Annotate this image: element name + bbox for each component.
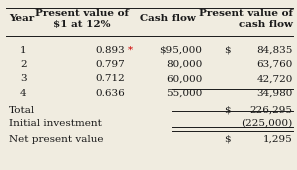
Text: 4: 4 <box>20 89 27 98</box>
Text: 3: 3 <box>20 74 27 83</box>
Text: 0.636: 0.636 <box>95 89 125 98</box>
Text: 34,980: 34,980 <box>256 89 293 98</box>
Text: 1: 1 <box>20 46 27 55</box>
Text: 42,720: 42,720 <box>256 74 293 83</box>
Text: 0.797: 0.797 <box>95 60 125 69</box>
Text: Present value of
$1 at 12%: Present value of $1 at 12% <box>35 9 129 29</box>
Text: 1,295: 1,295 <box>263 135 293 144</box>
Text: 0.893: 0.893 <box>95 46 125 55</box>
Text: (225,000): (225,000) <box>241 119 293 128</box>
Text: $: $ <box>224 135 231 144</box>
Text: 60,000: 60,000 <box>166 74 202 83</box>
Text: 226,295: 226,295 <box>249 106 293 115</box>
Text: 80,000: 80,000 <box>166 60 202 69</box>
Text: 2: 2 <box>20 60 27 69</box>
Text: Year: Year <box>9 14 34 23</box>
Text: Cash flow: Cash flow <box>140 14 195 23</box>
Text: Initial investment: Initial investment <box>9 119 102 128</box>
Text: *: * <box>128 46 133 55</box>
Text: 55,000: 55,000 <box>166 89 202 98</box>
Text: $: $ <box>224 106 231 115</box>
Text: 0.712: 0.712 <box>95 74 125 83</box>
Text: $: $ <box>224 46 231 55</box>
Text: Total: Total <box>9 106 35 115</box>
Text: 63,760: 63,760 <box>256 60 293 69</box>
Text: 84,835: 84,835 <box>256 46 293 55</box>
Text: $95,000: $95,000 <box>159 46 202 55</box>
Text: Net present value: Net present value <box>9 135 103 144</box>
Text: Present value of
cash flow: Present value of cash flow <box>199 9 293 29</box>
